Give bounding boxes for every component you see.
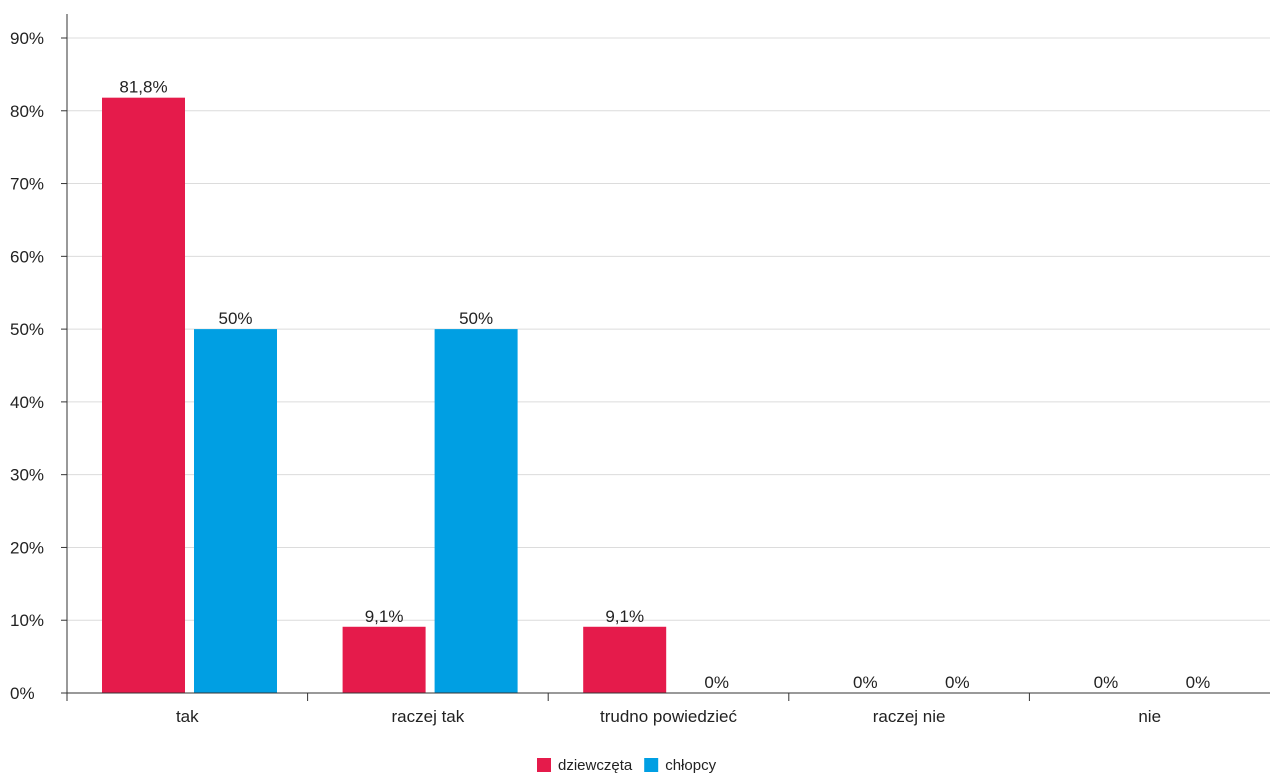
- y-tick-label: 80%: [10, 102, 44, 121]
- data-label: 50%: [218, 309, 252, 328]
- y-tick-label: 30%: [10, 466, 44, 485]
- legend-label: chłopcy: [665, 757, 716, 774]
- bars: [102, 97, 667, 693]
- y-tick-label: 70%: [10, 175, 44, 194]
- y-tick-label: 0%: [10, 684, 35, 703]
- data-label: 0%: [853, 673, 878, 692]
- data-label: 0%: [1186, 673, 1211, 692]
- data-labels: 81,8% 9,1% 9,1% 0% 0% 50% 50% 0% 0% 0%: [119, 78, 1210, 692]
- data-label: 50%: [459, 309, 493, 328]
- legend-swatch: [537, 758, 551, 772]
- x-tick-label: raczej tak: [392, 707, 465, 726]
- x-tick-label: tak: [176, 707, 199, 726]
- bar-chłopcy-tak: [194, 329, 277, 693]
- data-label: 0%: [945, 673, 970, 692]
- y-tick-label: 40%: [10, 393, 44, 412]
- bar-dziewczęta-trudno-powiedzieć: [583, 626, 667, 693]
- x-tick-label: trudno powiedzieć: [600, 707, 738, 726]
- x-tick-label: nie: [1138, 707, 1161, 726]
- data-label: 9,1%: [605, 607, 644, 626]
- bar-dziewczęta-tak: [102, 97, 185, 693]
- data-label: 9,1%: [365, 607, 404, 626]
- x-tick-label: raczej nie: [873, 707, 946, 726]
- legend-item: dziewczęta: [537, 757, 633, 774]
- y-tick-label: 20%: [10, 538, 44, 557]
- bar-chłopcy-raczej-tak: [434, 329, 518, 693]
- axes: 0% 10% 20% 30% 40% 50% 60% 70% 80% 90% tak raczej t…: [10, 14, 1270, 726]
- y-tick-label: 60%: [10, 247, 44, 266]
- legend-label: dziewczęta: [558, 757, 633, 774]
- legend-item: chłopcy: [644, 757, 717, 774]
- data-label: 0%: [1094, 673, 1119, 692]
- legend-swatch: [644, 758, 659, 772]
- y-tick-label: 10%: [10, 611, 44, 630]
- bar-dziewczęta-raczej-tak: [342, 626, 426, 693]
- data-label: 81,8%: [119, 78, 167, 97]
- y-tick-label: 90%: [10, 29, 44, 48]
- data-label: 0%: [704, 673, 729, 692]
- y-tick-label: 50%: [10, 320, 44, 339]
- legend: dziewczęta chłopcy: [537, 757, 717, 774]
